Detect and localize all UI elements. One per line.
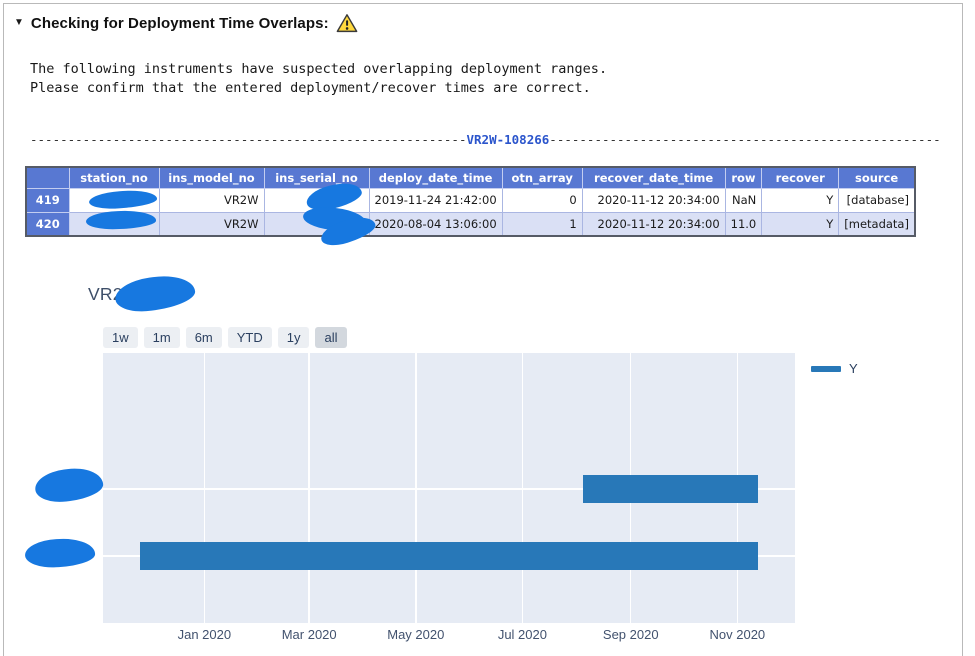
gridline-jan-2020	[203, 353, 206, 623]
row-index-420: 420	[25, 211, 70, 237]
plot-area	[103, 353, 795, 623]
col-header-ins_model_no: ins_model_no	[158, 166, 265, 189]
gridline-may-2020	[415, 353, 417, 623]
cell-row-420: 11.0	[724, 211, 763, 237]
cell-ins_model_no-420: VR2W	[158, 211, 265, 237]
y-gridline-0	[103, 488, 795, 490]
col-header-station_no: station_no	[68, 166, 160, 189]
gridline-mar-2020	[308, 353, 310, 623]
intro-line-2: Please confirm that the entered deployme…	[30, 80, 591, 96]
col-header-index	[25, 166, 70, 189]
col-header-deploy_date_time: deploy_date_time	[368, 166, 503, 189]
x-tick-jan-2020: Jan 2020	[177, 627, 232, 642]
deployment-bar-1[interactable]	[139, 542, 759, 571]
cell-otn_array-420: 1	[501, 211, 583, 237]
overlap-table: station_no ins_model_no ins_serial_no deplo…	[25, 166, 916, 237]
cell-recover_date_time-419: 2020-11-12 20:34:00	[581, 187, 726, 213]
x-tick-mar-2020: Mar 2020	[281, 627, 337, 642]
collapse-caret-icon[interactable]: ▼	[14, 17, 24, 28]
section-header[interactable]: ▼ Checking for Deployment Time Overlaps:	[14, 13, 358, 33]
legend-item-y[interactable]: Y	[811, 361, 858, 376]
cell-deploy_date_time-420: 2020-08-04 13:06:00	[368, 211, 503, 237]
cell-recover-419: Y	[761, 187, 840, 213]
deployment-bar-0[interactable]	[582, 475, 759, 504]
cell-otn_array-419: 0	[501, 187, 583, 213]
range-button-all[interactable]: all	[315, 327, 347, 348]
table-row-420: 420 VR2W 2020-08-04 13:06:00 1 2020-11-12 20…	[25, 211, 916, 237]
legend-swatch	[811, 365, 841, 372]
range-button-1y[interactable]: 1y	[277, 327, 310, 348]
row-index-419: 419	[25, 187, 70, 213]
x-tick-may-2020: May 2020	[387, 627, 445, 642]
warning-icon	[336, 14, 358, 33]
cell-row-419: NaN	[724, 187, 763, 213]
col-header-recover: recover	[761, 166, 840, 189]
col-header-otn_array: otn_array	[501, 166, 583, 189]
col-header-recover_date_time: recover_date_time	[581, 166, 726, 189]
range-button-ytd[interactable]: YTD	[227, 327, 272, 348]
x-tick-sep-2020: Sep 2020	[602, 627, 659, 642]
cell-source-419: [database]	[838, 187, 916, 213]
cell-ins_model_no-419: VR2W	[158, 187, 265, 213]
range-button-1m[interactable]: 1m	[143, 327, 180, 348]
range-selector: 1w 1m 6m YTD 1y all	[103, 327, 347, 348]
cell-deploy_date_time-419: 2019-11-24 21:42:00	[368, 187, 503, 213]
x-axis-labels: Jan 2020 Mar 2020 May 2020 Jul 2020 Sep 2020…	[103, 627, 795, 643]
legend-label: Y	[849, 361, 858, 376]
cell-recover-420: Y	[761, 211, 840, 237]
cell-recover_date_time-420: 2020-11-12 20:34:00	[581, 211, 726, 237]
intro-line-1: The following instruments have suspected…	[30, 61, 608, 77]
col-header-row: row	[724, 166, 763, 189]
instrument-separator: ----------------------------------------…	[30, 132, 941, 147]
table-header-row: station_no ins_model_no ins_serial_no deplo…	[25, 166, 916, 189]
separator-instrument-label: VR2W-108266	[466, 132, 550, 147]
gridline-jul-2020	[521, 353, 524, 623]
range-button-1w[interactable]: 1w	[103, 327, 138, 348]
col-header-source: source	[838, 166, 916, 189]
range-button-6m[interactable]: 6m	[185, 327, 222, 348]
section-title: Checking for Deployment Time Overlaps:	[30, 14, 329, 32]
table-row-419: 419 VR2W 2019-11-24 21:42:00 0 2020-11-12 20…	[25, 187, 916, 213]
separator-dashes-right: ----------------------------------------…	[549, 132, 941, 147]
separator-dashes-left: ----------------------------------------…	[30, 132, 467, 147]
intro-text: The following instruments have suspected…	[30, 60, 607, 98]
cell-source-420: [metadata]	[838, 211, 916, 237]
x-tick-jul-2020: Jul 2020	[497, 627, 547, 642]
x-tick-nov-2020: Nov 2020	[709, 627, 766, 642]
